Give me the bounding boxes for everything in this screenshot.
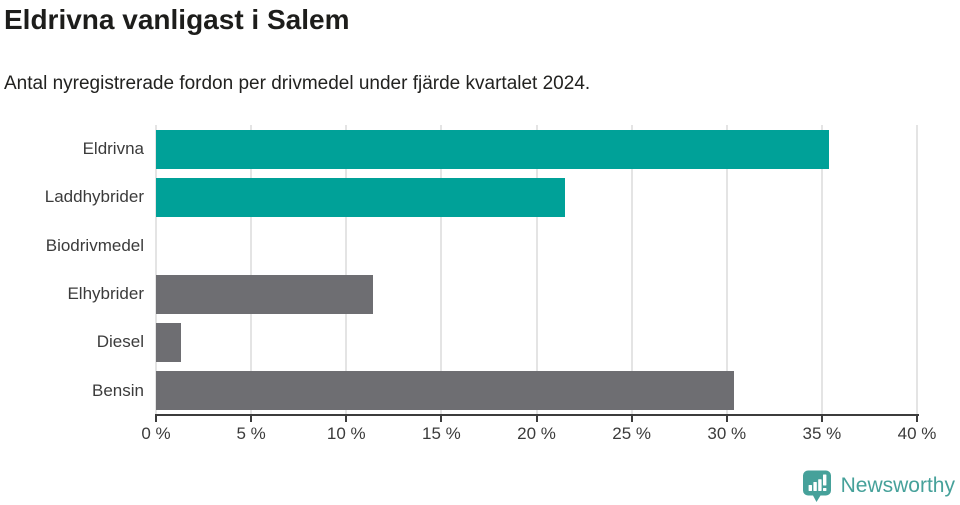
gridline-25 (630, 125, 633, 415)
category-label-laddhybrider: Laddhybrider (44, 187, 144, 207)
x-axis-line (155, 414, 919, 416)
chart-subtitle: Antal nyregistrerade fordon per drivmede… (4, 73, 591, 94)
tick-mark-15 (440, 416, 443, 422)
tick-mark-0 (155, 416, 157, 422)
tick-mark-25 (630, 416, 633, 422)
plot-area (155, 125, 918, 415)
tick-mark-35 (820, 416, 823, 422)
bar-row-biodrivmedel (156, 222, 917, 270)
chart-title: Eldrivna vanligast i Salem (4, 4, 350, 35)
newsworthy-logo-text: Newsworthy (840, 474, 955, 497)
bar-laddhybrider (156, 177, 566, 217)
category-label-elhybrider: Elhybrider (67, 284, 144, 304)
gridline-10 (345, 125, 348, 415)
tick-mark-20 (535, 416, 538, 422)
bar-row-bensin (156, 367, 917, 415)
gridline-30 (725, 125, 728, 415)
bar-bensin (156, 371, 735, 411)
tick-mark-30 (725, 416, 728, 422)
gridline-40 (916, 125, 918, 415)
category-label-bensin: Bensin (92, 380, 144, 400)
tick-label-30: 30 % (707, 424, 747, 443)
gridline-5 (250, 125, 253, 415)
tick-label-5: 5 % (236, 424, 266, 443)
category-label-diesel: Diesel (96, 332, 144, 352)
tick-label-20: 20 % (517, 424, 556, 443)
bar-rows (156, 125, 917, 415)
bar-eldrivna (156, 129, 830, 169)
gridline-0 (155, 125, 157, 415)
tick-mark-5 (250, 416, 253, 422)
category-labels: Eldrivna Laddhybrider Biodrivmedel Elhybrid… (0, 125, 144, 415)
tick-label-35: 35 % (802, 424, 842, 443)
tick-label-25: 25 % (612, 424, 651, 443)
bar-row-diesel (156, 318, 917, 366)
tick-label-15: 15 % (422, 424, 461, 443)
gridline-35 (820, 125, 823, 415)
bar-row-elhybrider (156, 270, 917, 318)
tick-mark-40 (916, 416, 918, 422)
bar-row-laddhybrider (156, 173, 917, 221)
category-label-biodrivmedel: Biodrivmedel (45, 235, 144, 255)
tick-label-0: 0 % (141, 424, 171, 443)
bar-elhybrider (156, 274, 373, 314)
tick-mark-10 (345, 416, 348, 422)
gridline-15 (440, 125, 443, 415)
newsworthy-logo-icon (802, 470, 831, 502)
bar-row-eldrivna (156, 125, 917, 173)
gridline-20 (535, 125, 538, 415)
newsworthy-logo[interactable]: Newsworthy (800, 469, 955, 503)
bar-diesel (156, 322, 181, 362)
tick-label-40: 40 % (897, 424, 937, 443)
category-label-eldrivna: Eldrivna (82, 139, 144, 159)
tick-label-10: 10 % (326, 424, 366, 443)
